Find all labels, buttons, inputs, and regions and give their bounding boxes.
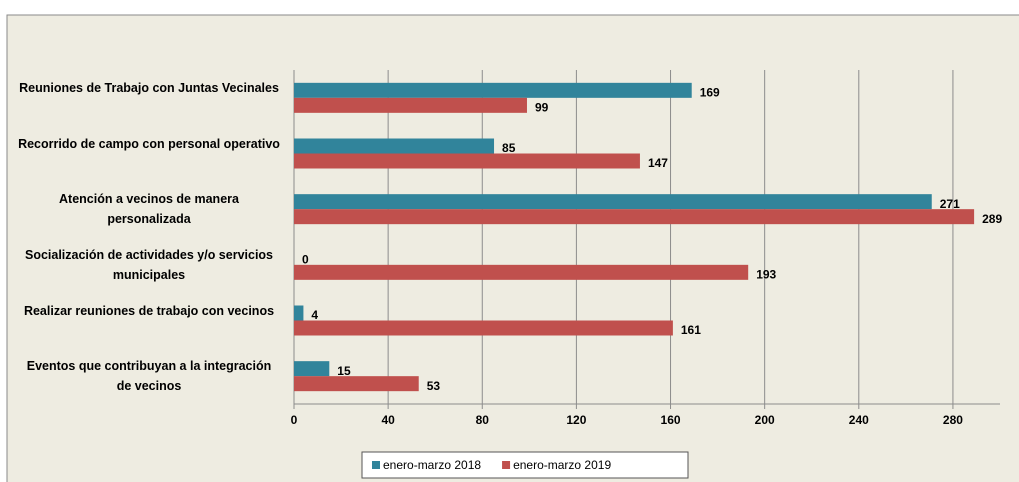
legend-swatch [502, 461, 511, 469]
x-tick-label: 200 [755, 413, 775, 427]
legend-swatch [372, 461, 380, 469]
bar [294, 361, 330, 377]
y-tick-label: Reuniones de Trabajo con Juntas Vecinale… [19, 80, 279, 95]
bar [294, 320, 673, 336]
data-label: 161 [681, 323, 701, 337]
y-tick-label: Atención a vecinos de manera personaliza… [59, 192, 239, 227]
data-label: 289 [982, 212, 1002, 226]
x-tick-label: 280 [943, 413, 963, 427]
bar [294, 138, 495, 154]
bar [294, 305, 304, 321]
bar [294, 153, 640, 169]
data-label: 147 [648, 156, 668, 170]
legend-label: enero-marzo 2018 [383, 458, 481, 472]
y-tick-label: Socialización de actividades y/o servici… [24, 247, 274, 282]
bar [294, 194, 932, 210]
y-tick-label: Eventos que contribuyan a la integración… [26, 359, 272, 394]
x-tick-label: 240 [849, 413, 869, 427]
plot-area [294, 70, 1000, 404]
data-label: 15 [337, 364, 351, 378]
bar [294, 209, 975, 225]
data-label: 193 [756, 268, 776, 282]
y-tick-label: Recorrido de campo con personal operativ… [18, 136, 280, 151]
bar [294, 376, 419, 392]
x-tick-label: 0 [291, 413, 298, 427]
bar [294, 82, 692, 98]
data-label: 85 [502, 141, 516, 155]
data-label: 271 [940, 197, 960, 211]
x-tick-label: 40 [381, 413, 395, 427]
data-label: 99 [535, 101, 549, 115]
data-label: 0 [302, 253, 309, 267]
data-label: 53 [427, 379, 441, 393]
x-tick-label: 120 [566, 413, 586, 427]
legend-box [361, 451, 689, 479]
bar [294, 264, 749, 280]
y-tick-label: Realizar reuniones de trabajo con vecino… [23, 303, 275, 318]
bar [294, 97, 527, 113]
x-tick-label: 160 [661, 413, 681, 427]
x-tick-label: 80 [476, 413, 490, 427]
data-label: 4 [311, 308, 318, 322]
data-label: 169 [700, 86, 720, 100]
legend-label: enero-marzo 2019 [513, 458, 611, 472]
